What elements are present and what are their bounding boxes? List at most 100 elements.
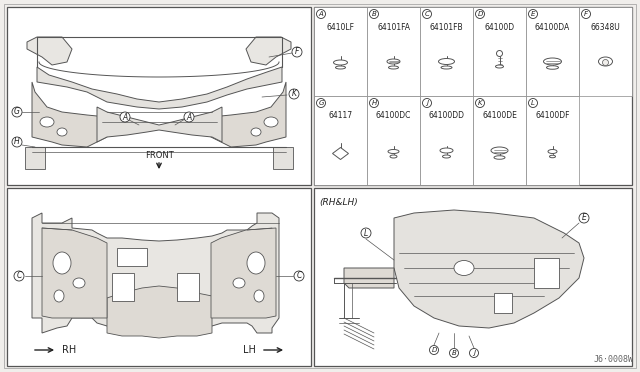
Bar [473,96,526,185]
Ellipse shape [264,117,278,127]
Circle shape [289,89,299,99]
Bar [579,7,632,96]
Polygon shape [333,148,349,160]
Bar [526,96,579,185]
Circle shape [14,271,24,281]
Polygon shape [32,82,107,147]
Bar [473,7,526,96]
Ellipse shape [390,155,397,158]
Bar [25,147,45,169]
Ellipse shape [491,147,508,154]
Polygon shape [37,67,282,109]
Circle shape [184,112,194,122]
Text: LH: LH [243,345,256,355]
Polygon shape [246,37,291,65]
Circle shape [497,51,502,57]
Polygon shape [394,210,584,328]
Bar [494,293,512,313]
Text: F: F [295,48,299,57]
Text: D: D [477,11,483,17]
Circle shape [369,99,378,108]
Text: C: C [424,11,429,17]
Text: A: A [122,112,127,122]
Bar [314,7,367,96]
Bar [314,7,632,185]
Ellipse shape [54,290,64,302]
Circle shape [361,228,371,238]
Circle shape [476,10,484,19]
Text: K: K [291,90,296,99]
Text: (RH&LH): (RH&LH) [319,198,358,207]
Text: 64117: 64117 [328,112,353,121]
Polygon shape [97,107,222,142]
Ellipse shape [438,58,454,64]
Ellipse shape [454,260,474,276]
Bar [314,188,632,366]
Text: 64100DE: 64100DE [482,112,517,121]
Bar [177,273,199,301]
Bar [367,7,420,96]
Ellipse shape [335,66,346,69]
Circle shape [317,10,326,19]
Bar [534,258,559,288]
Ellipse shape [543,58,561,65]
Polygon shape [211,82,286,147]
Ellipse shape [73,278,85,288]
Ellipse shape [251,128,261,136]
Ellipse shape [441,66,452,69]
Text: 64101FB: 64101FB [429,22,463,32]
Circle shape [429,346,438,355]
Bar [420,96,473,185]
Text: C: C [16,272,22,280]
Circle shape [12,137,22,147]
Text: J6·0008W: J6·0008W [594,355,634,364]
Text: L: L [364,228,368,237]
Circle shape [12,107,22,117]
Ellipse shape [494,156,505,159]
Text: 66348U: 66348U [591,22,620,32]
Ellipse shape [547,66,559,69]
Ellipse shape [388,150,399,154]
Circle shape [317,99,326,108]
Text: C: C [296,272,301,280]
Text: F: F [584,11,588,17]
Text: 64100DD: 64100DD [429,112,465,121]
Ellipse shape [442,155,451,158]
Circle shape [602,60,609,65]
Circle shape [292,47,302,57]
Text: G: G [14,108,20,116]
Text: K: K [477,100,483,106]
Circle shape [369,10,378,19]
Polygon shape [27,37,72,65]
Text: J: J [426,100,428,106]
Ellipse shape [40,117,54,127]
Text: D: D [431,347,436,353]
Text: G: G [318,100,324,106]
Circle shape [476,99,484,108]
Polygon shape [107,286,212,338]
Text: J: J [473,350,475,356]
Ellipse shape [495,65,504,68]
Circle shape [120,112,130,122]
Text: A: A [186,112,191,122]
Text: H: H [371,100,376,106]
Bar [7,188,311,366]
Polygon shape [32,213,279,336]
Bar [367,96,420,185]
Ellipse shape [388,66,399,69]
Ellipse shape [233,278,245,288]
Text: 6410LF: 6410LF [326,22,355,32]
Circle shape [422,99,431,108]
Ellipse shape [247,252,265,274]
Ellipse shape [53,252,71,274]
Ellipse shape [550,155,556,158]
Text: B: B [372,11,376,17]
Bar [526,7,579,96]
Text: E: E [531,11,535,17]
Polygon shape [211,228,276,318]
Text: 64100DA: 64100DA [535,22,570,32]
Text: 64100DF: 64100DF [535,112,570,121]
Text: B: B [452,350,456,356]
Bar [420,7,473,96]
Bar [112,273,134,301]
